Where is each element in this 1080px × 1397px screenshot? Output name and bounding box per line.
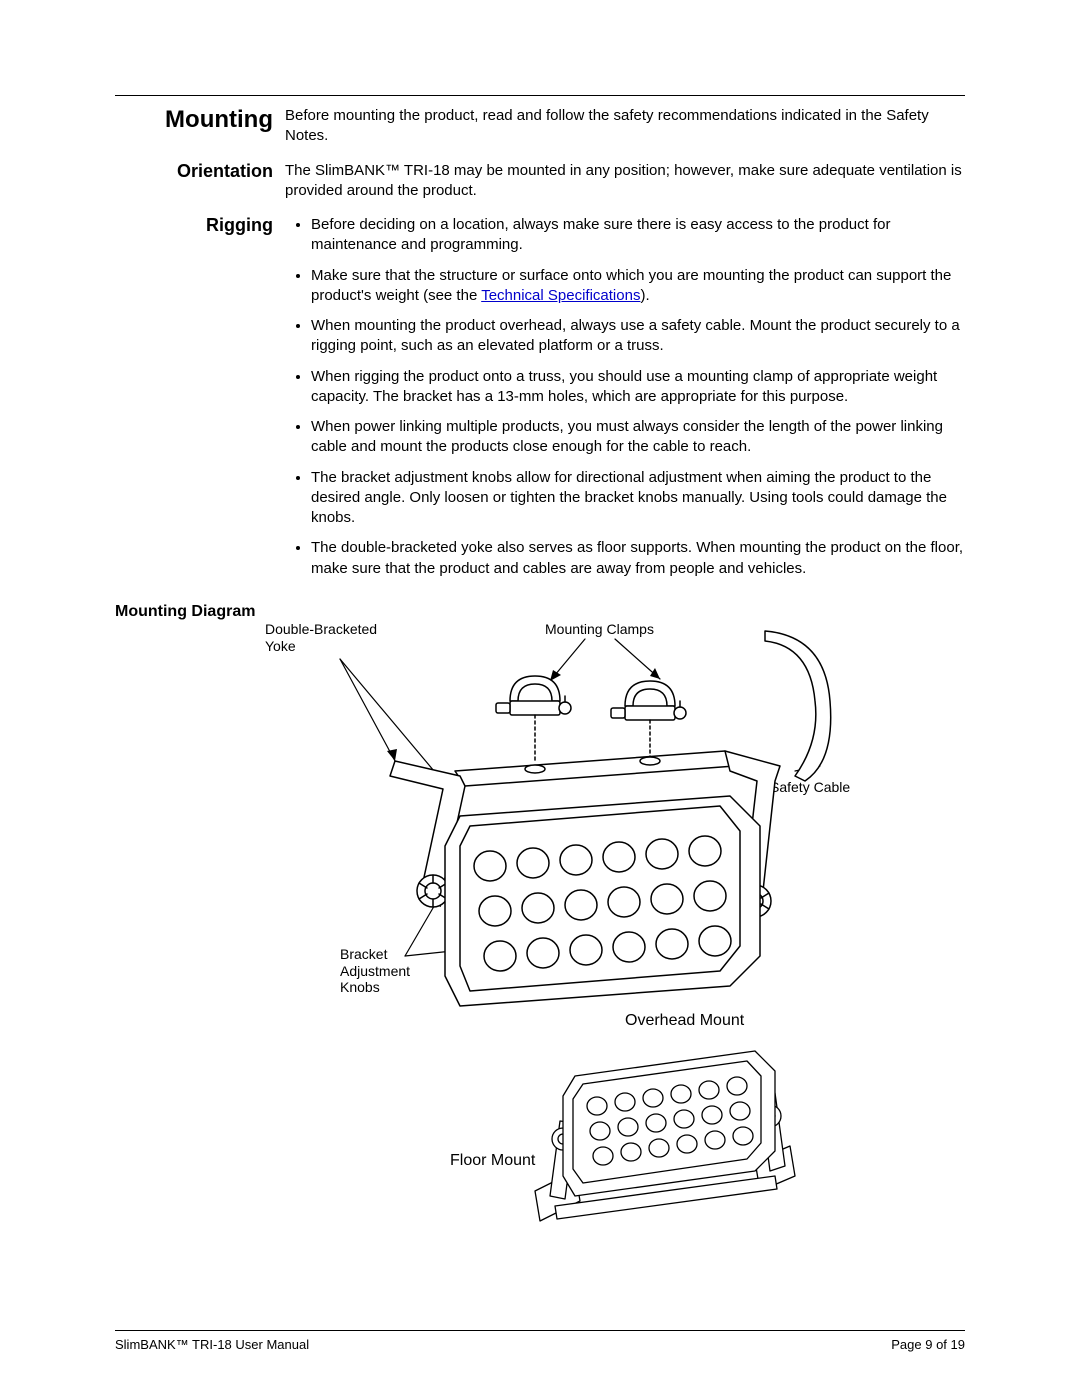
rigging-item: Make sure that the structure or surface … [311, 266, 965, 307]
overhead-mount-diagram [265, 621, 865, 1031]
orientation-heading: Orientation [115, 161, 285, 202]
footer-rule [115, 1330, 965, 1331]
rigging-item: When mounting the product overhead, alwa… [311, 316, 965, 357]
floor-mount-diagram [515, 1031, 815, 1231]
rigging-item: Before deciding on a location, always ma… [311, 215, 965, 256]
mounting-heading: Mounting [115, 106, 285, 147]
rigging-item: The bracket adjustment knobs allow for d… [311, 468, 965, 529]
top-rule [115, 95, 965, 96]
page-footer: SlimBANK™ TRI-18 User Manual Page 9 of 1… [115, 1322, 965, 1352]
rigging-item: When power linking multiple products, yo… [311, 417, 965, 458]
footer-left: SlimBANK™ TRI-18 User Manual [115, 1337, 309, 1352]
mounting-section: Mounting Before mounting the product, re… [115, 106, 965, 147]
rigging-item: The double-bracketed yoke also serves as… [311, 538, 965, 579]
tech-spec-link[interactable]: Technical Specifications [481, 287, 640, 304]
orientation-body: The SlimBANK™ TRI-18 may be mounted in a… [285, 161, 965, 202]
diagram-section: Mounting Diagram Double-Bracketed Yoke M… [115, 603, 965, 1241]
rigging-heading: Rigging [115, 215, 285, 589]
orientation-section: Orientation The SlimBANK™ TRI-18 may be … [115, 161, 965, 202]
rigging-item-suffix: ). [640, 287, 649, 304]
rigging-item: When rigging the product onto a truss, y… [311, 367, 965, 408]
footer-right: Page 9 of 19 [891, 1337, 965, 1352]
rigging-list: Before deciding on a location, always ma… [285, 215, 965, 579]
diagram-area: Double-Bracketed Yoke Mounting Clamps Sa… [115, 621, 965, 1241]
mounting-body: Before mounting the product, read and fo… [285, 106, 965, 147]
rigging-section: Rigging Before deciding on a location, a… [115, 215, 965, 589]
diagram-heading: Mounting Diagram [115, 603, 255, 621]
document-page: Mounting Before mounting the product, re… [0, 0, 1080, 1397]
rigging-body: Before deciding on a location, always ma… [285, 215, 965, 589]
